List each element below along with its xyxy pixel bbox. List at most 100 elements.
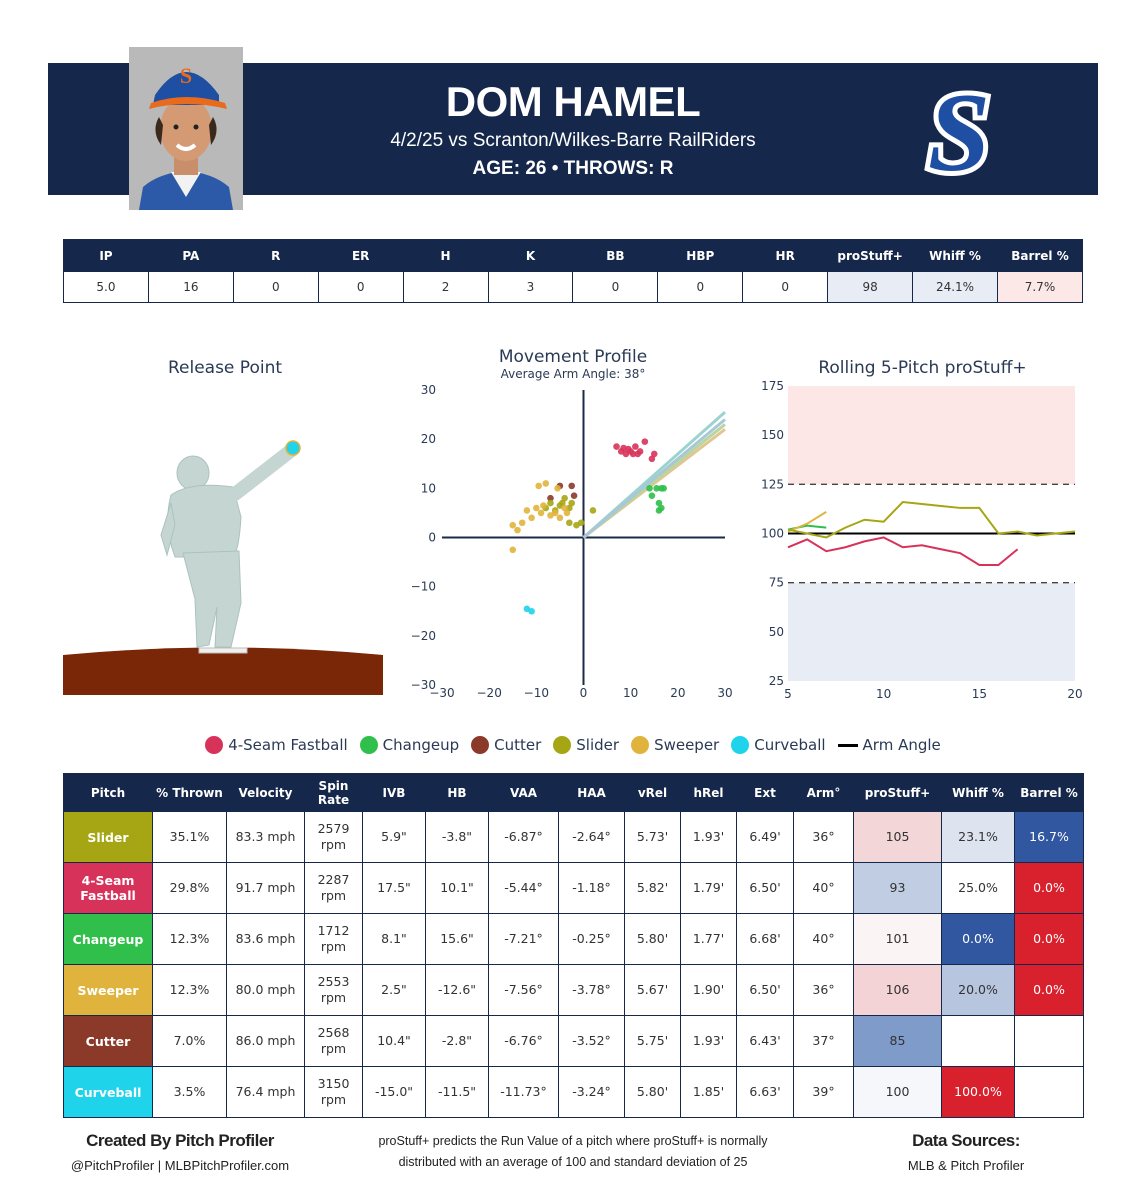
pitch-metric-cell: 5.82' bbox=[624, 862, 681, 914]
release-point-marker bbox=[285, 440, 301, 456]
summary-value-cell: 24.1% bbox=[912, 271, 998, 303]
y-tick-label: 75 bbox=[769, 576, 784, 590]
pitch-metric-cell: 6.63' bbox=[736, 1066, 794, 1118]
pitch-metric-cell bbox=[1014, 1066, 1084, 1118]
pitch-metric-cell: 93 bbox=[853, 862, 942, 914]
pitch-metric-cell: -15.0" bbox=[362, 1066, 426, 1118]
summary-value-cell: 0 bbox=[742, 271, 829, 303]
pitch-metric-cell: 83.3 mph bbox=[226, 811, 305, 863]
pitch-header-cell: HB bbox=[425, 773, 489, 812]
player-photo: S bbox=[129, 47, 243, 210]
y-tick-label: 25 bbox=[769, 674, 784, 688]
pitch-metric-cell: -12.6" bbox=[425, 964, 489, 1016]
pitch-metric-cell: -7.56° bbox=[488, 964, 559, 1016]
summary-value-cell: 2 bbox=[402, 271, 489, 303]
x-tick-label: −20 bbox=[477, 686, 502, 698]
player-name: DOM HAMEL bbox=[445, 78, 701, 125]
pitch-metric-cell: 17.5" bbox=[362, 862, 426, 914]
pitch-header-cell: proStuff+ bbox=[853, 773, 942, 812]
movement-point bbox=[540, 502, 547, 509]
x-tick-label: −10 bbox=[524, 686, 549, 698]
summary-value-cell: 98 bbox=[827, 271, 914, 303]
x-tick-label: 20 bbox=[1067, 687, 1082, 698]
pitch-metric-cell: 101 bbox=[853, 913, 942, 965]
movement-point bbox=[658, 504, 665, 512]
pitch-metric-cell: 6.50' bbox=[736, 964, 794, 1016]
legend-label: Changeup bbox=[382, 736, 460, 754]
x-tick-label: 10 bbox=[623, 686, 638, 698]
pitch-metric-cell: 2568 rpm bbox=[304, 1015, 363, 1067]
movement-point bbox=[561, 504, 568, 512]
legend-label: Curveball bbox=[754, 736, 826, 754]
pitch-metric-cell: 1.93' bbox=[680, 1015, 737, 1067]
cap-letter: S bbox=[180, 63, 192, 88]
movement-point bbox=[646, 485, 653, 492]
pitch-metric-cell: 76.4 mph bbox=[226, 1066, 305, 1118]
pitch-metric-cell: 100 bbox=[853, 1066, 942, 1118]
release-point-chart bbox=[63, 440, 383, 695]
shaded-band bbox=[788, 386, 1075, 485]
movement-point bbox=[563, 509, 571, 517]
pitch-row: Cutter 7.0% 86.0 mph 2568 rpm 10.4" -2.8" -6.7… bbox=[63, 1015, 1084, 1067]
summary-header-cell: R bbox=[232, 239, 319, 272]
movement-point bbox=[613, 443, 620, 450]
pitch-row: Slider 35.1% 83.3 mph 2579 rpm 5.9" -3.8" -6.8… bbox=[63, 811, 1084, 863]
movement-point bbox=[533, 504, 540, 512]
pitch-metric-cell: 40° bbox=[793, 913, 854, 965]
pitch-header-cell: % Thrown bbox=[152, 773, 227, 812]
pitch-metric-cell: 2579 rpm bbox=[304, 811, 363, 863]
data-sources: MLB & Pitch Profiler bbox=[907, 1158, 1025, 1173]
pitcher-silhouette bbox=[160, 455, 242, 648]
summary-header-cell: PA bbox=[147, 239, 234, 272]
data-sources-title: Data Sources: bbox=[912, 1131, 1020, 1150]
summary-value-cell: 7.7% bbox=[996, 271, 1084, 303]
pitch-metric-cell: 25.0% bbox=[941, 862, 1015, 914]
pitch-metric-cell: 35.1% bbox=[152, 811, 227, 863]
summary-value-cell: 3 bbox=[487, 271, 574, 303]
footer-note-line2: distributed with an average of 100 and s… bbox=[398, 1155, 748, 1169]
movement-point bbox=[653, 485, 660, 492]
movement-point bbox=[509, 546, 517, 554]
pitch-metric-cell: 6.43' bbox=[736, 1015, 794, 1067]
pitch-metric-cell: -6.76° bbox=[488, 1015, 559, 1067]
logo-letter-outline: S bbox=[928, 78, 990, 182]
x-tick-label: 5 bbox=[784, 687, 792, 698]
pitch-metric-cell: 5.67' bbox=[624, 964, 681, 1016]
footer-note-line1: proStuff+ predicts the Run Value of a pi… bbox=[378, 1134, 768, 1148]
y-tick-label: 125 bbox=[761, 477, 784, 491]
pitch-metric-cell: 85 bbox=[853, 1015, 942, 1067]
summary-header-cell: IP bbox=[63, 239, 149, 272]
pitch-metric-cell: -6.87° bbox=[488, 811, 559, 863]
pitch-name-cell: Slider bbox=[63, 811, 153, 863]
movement-point bbox=[528, 607, 535, 615]
shaded-band bbox=[788, 582, 1075, 681]
movement-profile-chart: 30 20 10 0 −10 −20 −30−30 −20 −10 0 10 20 30 bbox=[411, 383, 733, 698]
movement-point bbox=[566, 519, 573, 527]
x-tick-label: 30 bbox=[717, 686, 732, 698]
movement-point bbox=[537, 509, 545, 517]
pitch-metric-cell: 2553 rpm bbox=[304, 964, 363, 1016]
created-by: Created By Pitch Profiler bbox=[86, 1131, 274, 1150]
movement-point bbox=[554, 485, 561, 492]
movement-point bbox=[629, 450, 637, 458]
movement-point bbox=[660, 485, 667, 492]
pitch-metric-cell: 106 bbox=[853, 964, 942, 1016]
legend-item-sweeper: Sweeper bbox=[631, 736, 719, 754]
summary-value-cell: 0 bbox=[657, 271, 744, 303]
movement-profile-subtitle: Average Arm Angle: 38° bbox=[500, 367, 646, 381]
pitch-header-cell: Arm° bbox=[793, 773, 854, 812]
pitch-metric-cell: 1.85' bbox=[680, 1066, 737, 1118]
movement-point bbox=[632, 443, 639, 450]
y-tick-label: 150 bbox=[761, 428, 784, 442]
pitch-name-cell: Changeup bbox=[63, 913, 153, 965]
pitch-metric-cell: 29.8% bbox=[152, 862, 227, 914]
rubber bbox=[198, 647, 248, 654]
x-tick-label: 15 bbox=[972, 687, 987, 698]
movement-point bbox=[641, 438, 649, 445]
legend-marker bbox=[205, 736, 224, 754]
arm-angle-line bbox=[582, 418, 726, 539]
summary-header-cell: Whiff % bbox=[912, 239, 998, 272]
pitch-metric-cell: 86.0 mph bbox=[226, 1015, 305, 1067]
pitch-metric-cell: 5.75' bbox=[624, 1015, 681, 1067]
y-tick-label: 20 bbox=[421, 432, 436, 446]
